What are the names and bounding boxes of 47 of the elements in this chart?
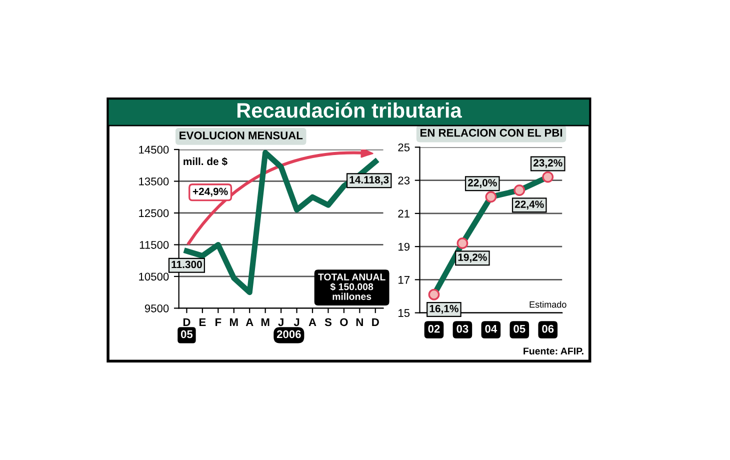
data-label: 22,0% (468, 179, 497, 188)
x-tick-label: S (324, 318, 332, 326)
y-tick-label: 10500 (139, 272, 169, 281)
x-tick-label: A (308, 318, 316, 326)
x-tick-label: E (199, 318, 206, 326)
chart-subtitle: EN RELACION CON EL PBI (420, 128, 562, 137)
source-note: Fuente: AFIP. (524, 348, 584, 355)
chart-title: Recaudación tributaria (237, 102, 462, 118)
x-tick-label: J (278, 318, 284, 326)
y-tick-label: 14500 (139, 146, 169, 154)
x-tick-label: 05 (514, 324, 526, 333)
y-tick-label: 11500 (140, 240, 169, 249)
x-tick-label: O (340, 318, 348, 326)
data-label: 23,2% (533, 159, 562, 168)
y-tick-label: 25 (398, 143, 410, 152)
x-tick-label: N (356, 318, 363, 326)
y-tick-label: 9500 (144, 304, 169, 312)
chart-subtitle: EVOLUCION MENSUAL (180, 132, 303, 140)
x-tick-label: A (246, 318, 254, 326)
annotation: +24,9% (192, 188, 228, 197)
x-tick-label: M (261, 318, 270, 326)
x-tick-label: F (216, 318, 222, 326)
y-tick-label: 12500 (139, 209, 169, 218)
data-label: 16,1% (430, 304, 458, 314)
data-label: 19,2% (458, 254, 487, 262)
y-axis-title: mill. de $ (184, 157, 228, 166)
annotation: TOTAL ANUAL $ 150.008 millones (318, 274, 386, 300)
y-tick-label: 23 (398, 176, 410, 184)
annotation: Estimado (530, 301, 566, 308)
x-tick-label: 02 (428, 324, 440, 333)
y-tick-label: 21 (398, 210, 410, 218)
x-tick-label: 06 (542, 324, 554, 333)
x-tick-label: 04 (485, 324, 498, 333)
text: 2006 (276, 330, 301, 338)
x-tick-label: 03 (456, 324, 468, 333)
data-label: 11.300 (172, 260, 202, 268)
x-tick-label: M (230, 318, 238, 326)
text: 05 (180, 330, 193, 338)
x-tick-label: D (183, 318, 190, 326)
y-tick-label: 19 (398, 242, 410, 251)
y-tick-label: 13500 (139, 178, 169, 186)
data-label: 22,4% (514, 200, 544, 210)
y-tick-label: 15 (398, 309, 410, 317)
x-tick-label: D (372, 318, 379, 326)
x-tick-label: J (294, 318, 300, 326)
y-tick-label: 17 (398, 276, 410, 284)
data-label: 14.118,3 (350, 176, 389, 185)
